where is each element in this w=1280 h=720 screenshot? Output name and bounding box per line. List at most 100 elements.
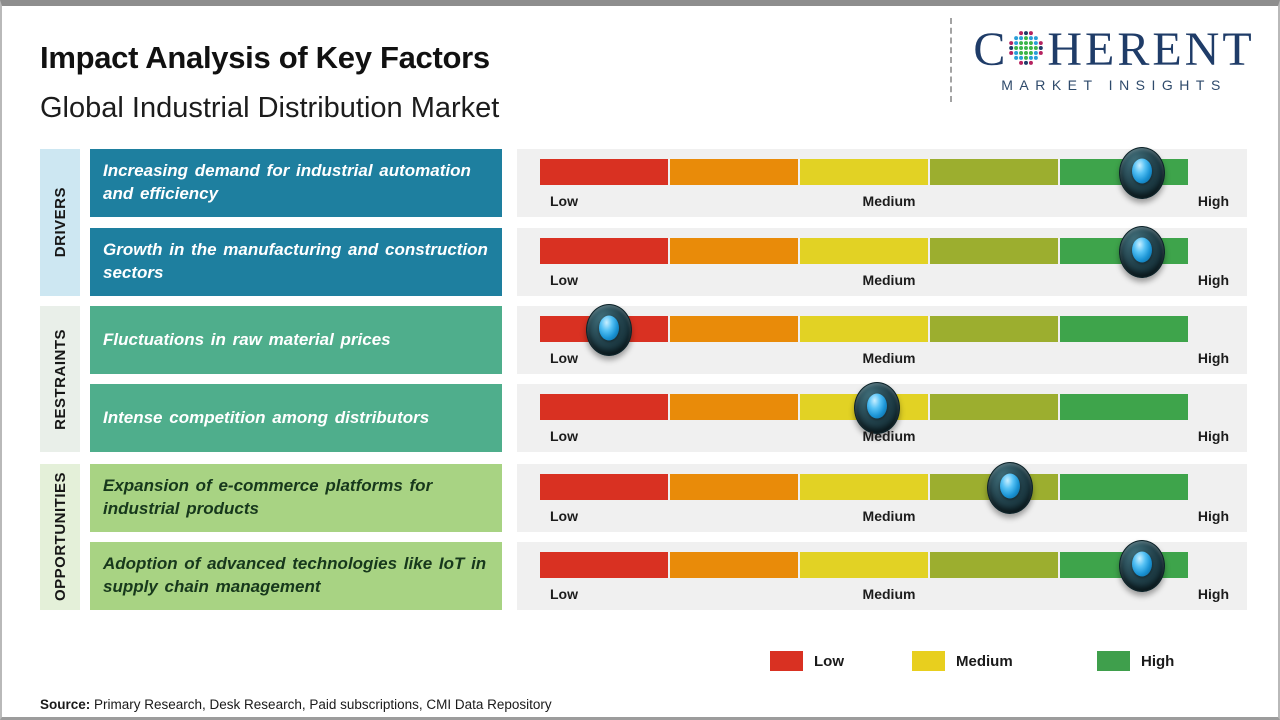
impact-scale-bar [540,462,1188,514]
legend-label: Low [814,652,844,670]
scale-label-low: Low [550,350,578,366]
scale-segment-mid-high [930,394,1058,420]
scale-segment-low [540,474,668,500]
scale-segment-medium [800,316,928,342]
factor-text: Increasing demand for industrial automat… [103,161,471,203]
scale-label-high: High [1197,586,1229,602]
impact-marker [1118,147,1165,199]
scale-label-high: High [1197,428,1229,444]
impact-scale-bar [540,226,1188,278]
scale-segment-low-mid [670,552,798,578]
impact-scale-bar [540,147,1188,199]
impact-bar-row: Low Medium High [517,226,1247,296]
group-label-opportunities: OPPORTUNITIES [40,464,80,610]
scale-label-high: High [1197,508,1229,524]
scale-label-low: Low [550,428,578,444]
impact-scale-bar [540,540,1188,592]
legend-item-medium: Medium [912,651,1013,671]
scale-label-medium: Medium [862,350,916,366]
scale-label-low: Low [550,586,578,602]
scale-segment-high [1060,316,1188,342]
scale-segment-medium [800,552,928,578]
legend-item-low: Low [770,651,844,671]
scale-segment-medium [800,159,928,185]
scale-segment-low [540,552,668,578]
scale-segment-high [1060,394,1188,420]
group-label-text: OPPORTUNITIES [51,472,69,602]
marker-glossy-ball [1131,158,1152,184]
scale-segment-low-mid [670,316,798,342]
factor-box: Fluctuations in raw material prices [90,306,502,374]
marker-glossy-ball [598,315,619,341]
scale-segment-mid-high [930,552,1058,578]
legend-swatch-high [1097,651,1130,671]
scale-label-low: Low [550,193,578,209]
impact-bar-row: Low Medium High [517,382,1247,452]
marker-glossy-ball [1131,237,1152,263]
factor-box: Growth in the manufacturing and construc… [90,228,502,296]
factor-box: Adoption of advanced technologies like I… [90,542,502,610]
scale-segment-low-mid [670,394,798,420]
logo-globe-icon [1009,31,1044,65]
scale-segment-mid-high [930,316,1058,342]
logo-letters-rest: HERENT [1047,23,1255,76]
impact-marker [986,462,1033,514]
legend-swatch-low [770,651,803,671]
factor-text: Intense competition among distributors [103,407,430,427]
impact-marker [1118,226,1165,278]
factor-box: Increasing demand for industrial automat… [90,149,502,217]
logo-divider [950,18,952,102]
scale-segment-mid-high [930,159,1058,185]
impact-marker [1118,540,1165,592]
logo-letter-c: C [973,23,1006,76]
factor-text: Expansion of e-commerce platforms for in… [103,476,433,518]
scale-segment-low [540,159,668,185]
factor-text: Growth in the manufacturing and construc… [103,240,488,282]
scale-label-high: High [1197,193,1229,209]
source-line: Source: Primary Research, Desk Research,… [40,697,552,712]
group-label-restraints: RESTRAINTS [40,306,80,452]
impact-bar-row: Low Medium High [517,304,1247,374]
scale-segment-low [540,394,668,420]
factor-text: Fluctuations in raw material prices [103,329,391,349]
scale-label-medium: Medium [862,586,916,602]
scale-label-low: Low [550,508,578,524]
source-text: Primary Research, Desk Research, Paid su… [90,697,552,712]
group-label-text: DRIVERS [51,187,69,258]
group-label-drivers: DRIVERS [40,149,80,296]
factor-text: Adoption of advanced technologies like I… [103,554,487,596]
impact-bar-row: Low Medium High [517,147,1247,217]
impact-bar-row: Low Medium High [517,462,1247,532]
scale-segment-low-mid [670,238,798,264]
marker-glossy-ball [866,393,887,419]
impact-scale-bar [540,382,1188,434]
page-subtitle: Global Industrial Distribution Market [40,92,500,124]
legend-label: High [1141,652,1175,670]
impact-bar-row: Low Medium High [517,540,1247,610]
legend-swatch-medium [912,651,945,671]
scale-label-high: High [1197,272,1229,288]
brand-logo: C HERENT MARKET INSIGHTS [964,26,1264,94]
marker-glossy-ball [999,473,1020,499]
scale-segment-high [1060,474,1188,500]
logo-wordmark: C HERENT [973,26,1254,74]
scale-segment-low-mid [670,159,798,185]
legend-label: Medium [956,652,1013,670]
impact-marker [585,304,632,356]
page-title: Impact Analysis of Key Factors [40,40,490,75]
factor-box: Expansion of e-commerce platforms for in… [90,464,502,532]
impact-scale-bar [540,304,1188,356]
scale-label-medium: Medium [862,272,916,288]
source-label: Source: [40,697,91,712]
scale-segment-medium [800,238,928,264]
logo-tagline: MARKET INSIGHTS [1001,77,1227,93]
scale-label-medium: Medium [862,508,916,524]
legend-item-high: High [1097,651,1174,671]
scale-label-high: High [1197,350,1229,366]
scale-segment-low-mid [670,474,798,500]
group-label-text: RESTRAINTS [51,328,69,430]
marker-glossy-ball [1131,551,1152,577]
scale-label-low: Low [550,272,578,288]
impact-marker [853,382,900,434]
